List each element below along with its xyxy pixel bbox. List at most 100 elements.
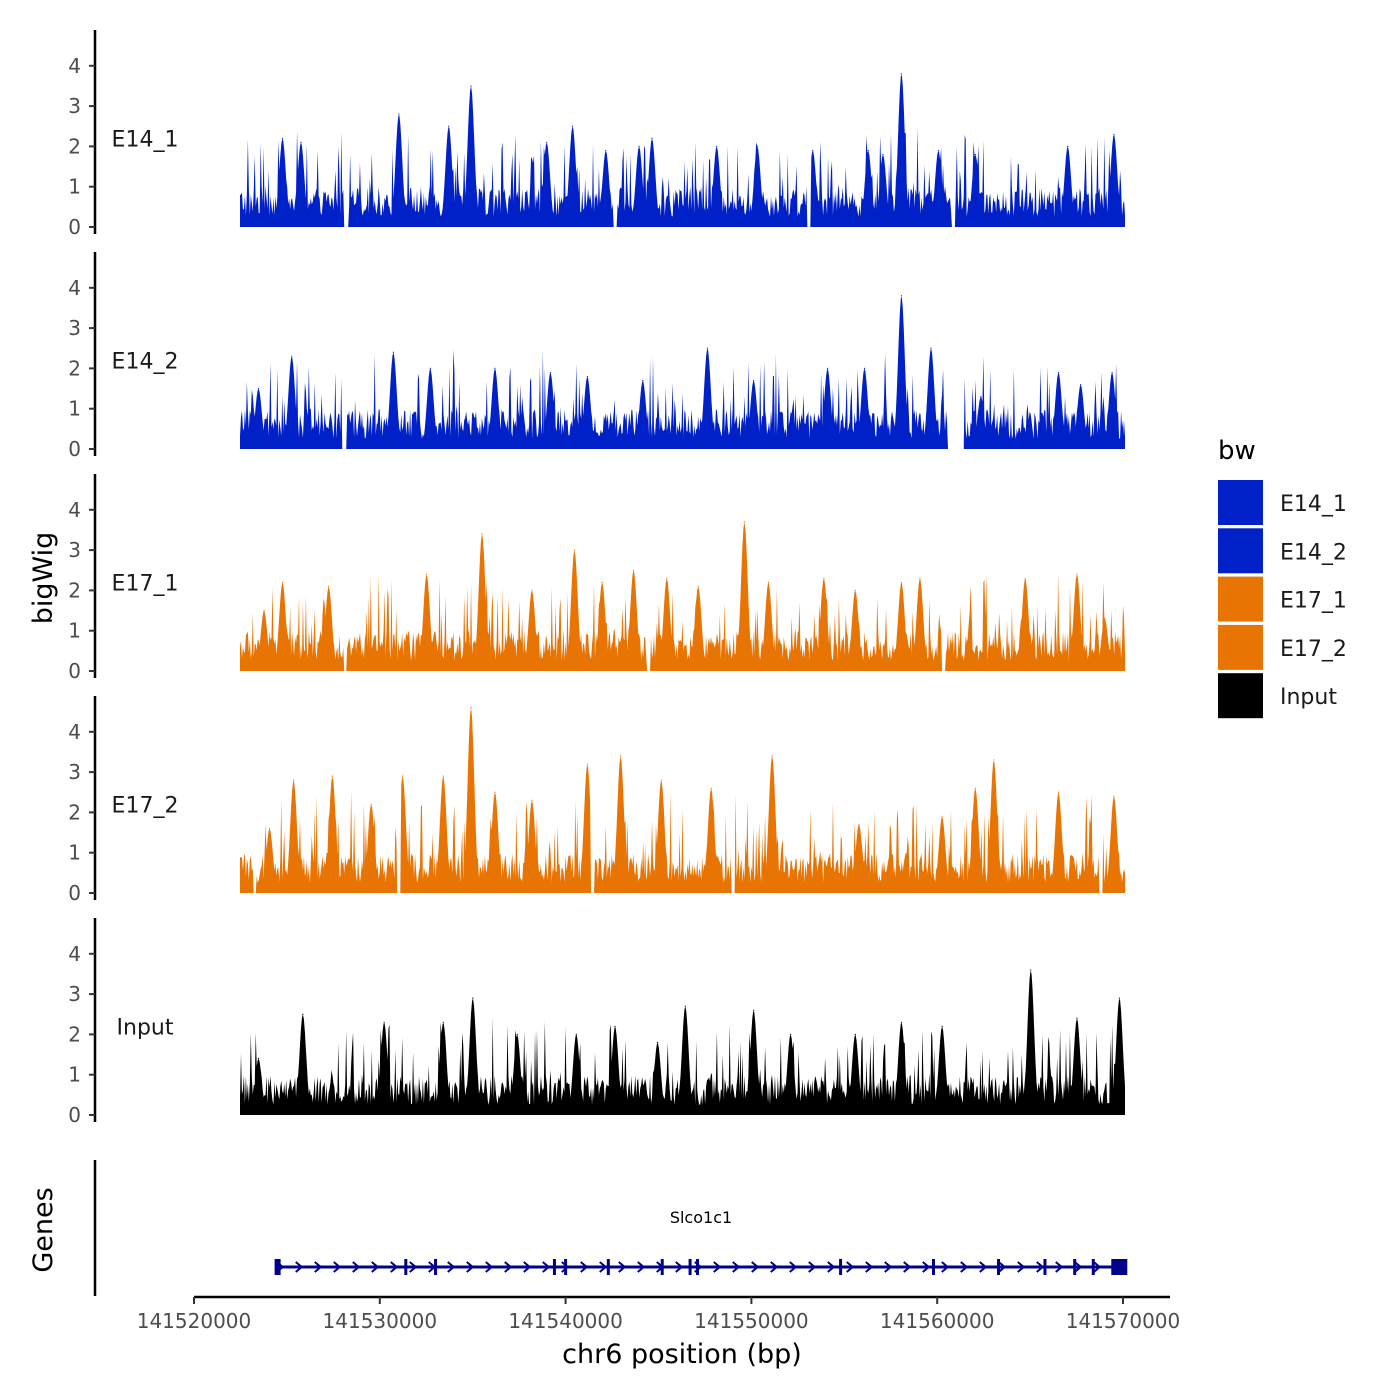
peak-point <box>257 387 260 390</box>
peak-point <box>930 347 932 349</box>
y-tick-label: 4 <box>68 276 81 300</box>
peak-point <box>660 779 662 781</box>
track-label: E17_1 <box>112 571 179 596</box>
peak-point <box>789 1033 792 1035</box>
peak-point <box>331 775 333 777</box>
y-tick-label: 3 <box>68 94 81 118</box>
strand-chevron <box>314 1261 323 1273</box>
peak-point <box>716 145 718 147</box>
strand-chevron <box>1055 1261 1064 1273</box>
legend-swatch-E17_1 <box>1218 576 1263 622</box>
x-tick-label: 141550000 <box>694 1309 809 1333</box>
exon <box>1073 1259 1077 1275</box>
peak-point <box>919 577 921 579</box>
peak-point <box>494 367 496 369</box>
peak-point <box>586 375 588 378</box>
strand-chevron <box>789 1261 798 1273</box>
peak-point <box>826 367 829 369</box>
peak-point <box>1113 795 1115 797</box>
y-tick-label: 3 <box>68 982 81 1006</box>
strand-chevron <box>808 1261 817 1273</box>
peak-point <box>429 367 431 369</box>
peak-point <box>710 787 712 789</box>
signal-area-E14_2 <box>240 296 1125 449</box>
exon <box>997 1259 1001 1275</box>
peak-point <box>900 295 903 297</box>
strand-chevron <box>409 1261 418 1273</box>
legend-swatch-E14_1 <box>1218 480 1263 525</box>
peak-point <box>481 533 483 535</box>
peak-point <box>706 347 709 349</box>
strand-chevron <box>941 1261 950 1273</box>
peak-point <box>697 585 699 587</box>
strand-chevron <box>922 1261 931 1273</box>
peak-point <box>656 1041 659 1044</box>
peak-point <box>638 145 640 147</box>
peak-point <box>392 351 394 353</box>
peak-point <box>549 371 552 374</box>
peak-point <box>1080 383 1082 386</box>
peak-point <box>281 581 284 583</box>
peak-point <box>383 1021 385 1023</box>
peak-point <box>426 573 428 575</box>
strand-chevron <box>504 1261 513 1273</box>
legend-swatch-E14_2 <box>1218 528 1263 574</box>
strand-chevron <box>1017 1261 1026 1273</box>
y-tick-label: 0 <box>68 881 81 905</box>
y-tick-label: 0 <box>68 659 81 683</box>
y-tick-label: 1 <box>68 175 81 199</box>
peak-point <box>882 153 884 156</box>
y-tick-label: 4 <box>68 54 81 78</box>
y-tick-label: 0 <box>68 437 81 461</box>
peak-point <box>863 367 866 369</box>
strand-chevron <box>352 1261 361 1273</box>
peak-point <box>470 85 472 87</box>
peak-point <box>494 791 496 793</box>
strand-chevron <box>295 1261 304 1273</box>
exon <box>696 1259 700 1275</box>
peak-point <box>302 1013 304 1015</box>
peak-point <box>767 581 770 583</box>
peak-point <box>743 521 745 523</box>
peak-point <box>472 997 474 999</box>
peak-point <box>442 1021 444 1023</box>
y-axis-title: bigWig <box>28 532 59 625</box>
strand-chevron <box>542 1261 551 1273</box>
strand-chevron <box>1074 1261 1083 1273</box>
y-tick-label: 2 <box>68 578 81 602</box>
legend: bw E14_1 E14_2 E17_1 E17_2 Input <box>1218 436 1347 719</box>
peak-point <box>937 149 939 152</box>
x-tick-label: 141530000 <box>323 1309 438 1333</box>
y-tick-label: 0 <box>68 1103 81 1127</box>
legend-label: E17_2 <box>1280 637 1347 662</box>
strand-chevron <box>466 1261 475 1273</box>
peak-point <box>292 779 295 781</box>
gene-track: Slco1c1 <box>93 1160 1128 1296</box>
peak-point <box>642 379 644 382</box>
strand-chevron <box>390 1261 399 1273</box>
peak-point <box>858 823 860 826</box>
legend-swatch-Input <box>1218 673 1263 719</box>
exon <box>688 1259 692 1275</box>
peak-point <box>1057 791 1060 793</box>
strand-chevron <box>998 1261 1007 1273</box>
x-tick-label: 141520000 <box>137 1309 252 1333</box>
y-tick-label: 2 <box>68 134 81 158</box>
exon <box>564 1259 568 1275</box>
exon <box>434 1259 438 1275</box>
peak-point <box>771 755 773 757</box>
strand-chevron <box>732 1261 741 1273</box>
peak-point <box>1057 371 1060 374</box>
peak-point <box>867 149 869 152</box>
peak-point <box>1030 969 1032 971</box>
y-tick-label: 2 <box>68 1022 81 1046</box>
peak-point <box>614 1025 616 1027</box>
y-tick-label: 1 <box>68 397 81 421</box>
legend-swatch-E17_2 <box>1218 624 1263 670</box>
y-tick-label: 4 <box>68 720 81 744</box>
peak-point <box>531 589 533 592</box>
strand-chevron <box>675 1261 684 1273</box>
x-tick-label: 141560000 <box>880 1309 995 1333</box>
peak-point <box>651 137 653 139</box>
strand-chevron <box>333 1261 342 1273</box>
